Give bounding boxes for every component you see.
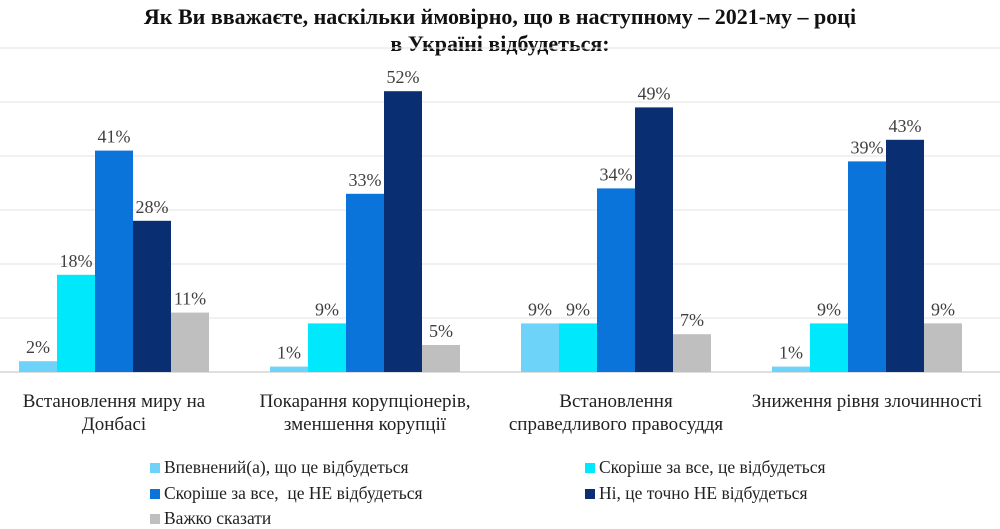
data-label: 1% [779, 343, 803, 363]
data-label: 9% [315, 299, 339, 319]
legend-label: Впевнений(а), що це відбудеться [164, 457, 409, 477]
legend-swatch [150, 513, 160, 524]
legend-label: Скоріше за все, це відбудеться [599, 457, 826, 477]
bar [270, 366, 308, 372]
data-label: 28% [136, 197, 169, 217]
bar [521, 323, 559, 372]
bar [635, 107, 673, 373]
legend-item: Важко сказати [150, 508, 271, 529]
category-label: зменшення корупції [284, 414, 447, 435]
bar [810, 323, 848, 372]
category-label: Донбасі [82, 414, 146, 435]
bar [19, 361, 57, 372]
category-label: Зниження рівня злочинності [752, 391, 982, 412]
bar [924, 323, 962, 372]
bar [133, 220, 171, 372]
category-label: Встановлення миру на [23, 391, 206, 412]
bar [308, 323, 346, 372]
data-label: 9% [817, 299, 841, 319]
data-label: 34% [600, 164, 633, 184]
data-label: 41% [98, 127, 131, 147]
data-label: 43% [889, 116, 922, 136]
data-label: 49% [638, 83, 671, 103]
bar [57, 274, 95, 372]
bar [422, 345, 460, 372]
legend-swatch [585, 462, 595, 473]
bar-chart: 2% 18% 41% 28% 11% Встановлення миру наДонбас… [0, 47, 1000, 435]
legend-label: Скоріше за все, це НЕ відбудеться [164, 483, 423, 503]
legend-item: Впевнений(а), що це відбудеться [150, 457, 409, 478]
bar [772, 366, 810, 372]
category-label: Покарання корупціонерів, [259, 391, 470, 412]
data-label: 5% [429, 321, 453, 341]
data-label: 1% [277, 343, 301, 363]
legend-item: Скоріше за все, це відбудеться [585, 457, 826, 478]
category-label: Встановлення [559, 391, 673, 412]
category-label: справедливого правосуддя [509, 414, 724, 435]
data-label: 9% [931, 299, 955, 319]
data-label: 18% [60, 251, 93, 271]
bar [171, 312, 209, 372]
legend-item: Скоріше за все, це НЕ відбудеться [150, 483, 423, 504]
legend-swatch [150, 488, 160, 499]
data-label: 2% [26, 337, 50, 357]
bar [384, 91, 422, 372]
bar [673, 334, 711, 372]
legend-label: Важко сказати [164, 508, 272, 528]
data-label: 9% [528, 299, 552, 319]
legend-swatch [585, 488, 595, 499]
chart-title: Як Ви вважаєте, наскільки ймовірно, що в… [0, 3, 1000, 57]
data-label: 7% [680, 310, 704, 330]
bar [597, 188, 635, 372]
data-label: 52% [387, 67, 420, 87]
legend-item: Ні, це точно НЕ відбудеться [585, 483, 808, 504]
bar [886, 139, 924, 372]
data-label: 9% [566, 299, 590, 319]
bar [848, 161, 886, 372]
chart-title-line-1: Як Ви вважаєте, наскільки ймовірно, що в… [143, 4, 857, 29]
bar [559, 323, 597, 372]
data-label: 39% [851, 137, 884, 157]
bar [95, 150, 133, 372]
legend-label: Ні, це точно НЕ відбудеться [599, 483, 808, 503]
legend-swatch [150, 462, 160, 473]
data-label: 33% [349, 170, 382, 190]
data-label: 11% [174, 289, 206, 309]
chart-title-line-2: в Україні відбудеться: [390, 31, 610, 56]
bar [346, 193, 384, 372]
